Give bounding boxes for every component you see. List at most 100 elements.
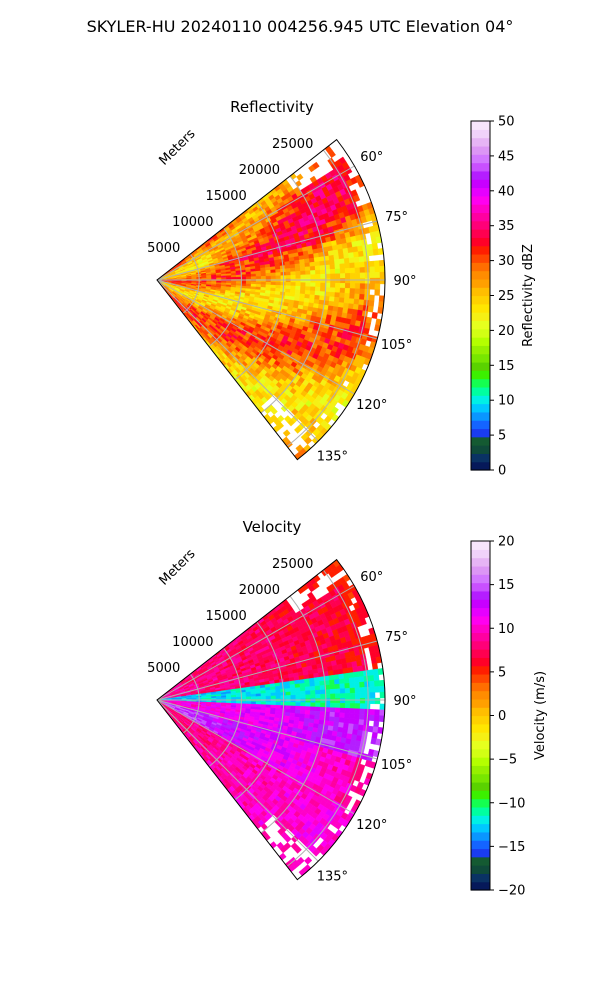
radar-bin <box>290 694 296 700</box>
radar-bin <box>337 248 344 255</box>
radar-bin <box>319 286 326 292</box>
radar-bin <box>310 278 316 283</box>
colorbar-swatch <box>471 353 490 363</box>
radar-bin <box>315 286 321 292</box>
radar-bin <box>285 278 292 283</box>
radar-bin <box>300 706 306 711</box>
radar-bin <box>314 261 321 267</box>
radar-bin <box>295 274 301 279</box>
angle-tick-label: 120° <box>356 398 387 413</box>
radar-bin <box>289 264 296 269</box>
radar-bin <box>265 695 272 700</box>
radar-bin <box>318 256 325 262</box>
radial-tick-label: 5000 <box>147 241 180 256</box>
radar-bin <box>357 304 364 311</box>
radar-bin <box>265 701 272 706</box>
radar-bin <box>294 709 301 714</box>
radar-bin <box>338 717 345 724</box>
radar-bin <box>295 691 301 696</box>
radar-bin <box>299 686 306 692</box>
radar-bin <box>374 283 381 290</box>
reflectivity-title: Reflectivity <box>230 98 314 116</box>
colorbar-label: Reflectivity dBZ <box>521 244 536 347</box>
radar-bin <box>305 702 311 707</box>
radar-bin <box>334 268 341 274</box>
radar-bin <box>330 702 336 708</box>
radar-bin <box>245 694 252 698</box>
radial-tick-label: 10000 <box>172 215 213 230</box>
radar-bin <box>348 252 355 259</box>
radar-bin <box>275 695 282 700</box>
radar-bin <box>320 702 326 708</box>
radar-bin <box>310 694 316 699</box>
radar-bin <box>334 712 341 718</box>
radar-bin <box>344 283 351 289</box>
radar-bin <box>344 292 351 299</box>
colorbar-swatch <box>471 137 490 147</box>
radar-bin <box>327 250 334 257</box>
colorbar-swatch <box>471 170 490 180</box>
radar-bin <box>270 281 277 286</box>
radar-bin <box>334 683 341 690</box>
radar-bin <box>338 253 345 260</box>
radar-bin <box>285 271 291 276</box>
radar-bin <box>304 266 311 272</box>
radar-bin <box>315 702 321 708</box>
radar-bin <box>349 283 356 289</box>
radar-bin <box>305 690 311 696</box>
radar-bin <box>300 270 306 276</box>
radar-bin <box>305 286 311 291</box>
radar-bin <box>275 692 282 697</box>
colorbar-tick-label: 15 <box>498 359 515 374</box>
radar-bin <box>338 258 345 265</box>
radar-bin <box>329 679 335 686</box>
colorbar-swatch <box>471 195 490 205</box>
radar-bin <box>309 685 316 691</box>
radar-bin <box>305 282 311 287</box>
radar-bin <box>332 669 339 676</box>
radar-bin <box>275 704 282 709</box>
radar-bin <box>305 278 311 283</box>
radar-bin <box>290 698 296 703</box>
colorbar-swatch <box>471 303 490 313</box>
colorbar-swatch <box>471 179 490 189</box>
radar-bin <box>269 841 278 849</box>
radar-bin <box>295 698 301 703</box>
colorbar-swatch <box>471 262 490 272</box>
radar-bin <box>305 270 311 276</box>
angle-tick-label: 105° <box>381 338 412 353</box>
colorbar-swatch <box>471 453 490 463</box>
radar-bin <box>335 693 341 699</box>
radar-bin <box>338 302 345 309</box>
colorbar-swatch <box>471 295 490 305</box>
radar-bin <box>275 698 282 703</box>
colorbar-tick-label: 20 <box>498 324 515 339</box>
radar-bin <box>309 681 316 687</box>
radar-bin <box>231 697 237 700</box>
radar-bin <box>335 698 341 704</box>
radar-bin <box>221 697 227 700</box>
radar-bin <box>299 682 306 688</box>
radar-bin <box>260 693 267 697</box>
radar-bin <box>250 696 257 700</box>
colorbar-tick-label: 50 <box>498 115 515 130</box>
radar-bin <box>255 276 262 280</box>
radar-bin <box>342 247 349 255</box>
radar-bin <box>359 277 366 284</box>
radar-bin <box>295 267 301 272</box>
radar-bin <box>354 262 361 269</box>
radar-bin <box>368 294 375 302</box>
radar-bin <box>319 680 326 686</box>
colorbar-tick-label: 0 <box>498 464 506 479</box>
radar-bin <box>295 285 301 291</box>
colorbar-swatch <box>471 370 490 380</box>
radar-bin <box>340 693 346 699</box>
radar-bin <box>319 265 326 271</box>
radar-bin <box>350 278 356 284</box>
figure-suptitle: SKYLER-HU 20240110 004256.945 UTC Elevat… <box>87 17 514 36</box>
radar-bin <box>285 688 291 693</box>
radar-bin <box>270 701 277 706</box>
radar-bin <box>339 268 346 274</box>
radar-bin <box>338 297 345 304</box>
radar-bin <box>310 286 316 292</box>
